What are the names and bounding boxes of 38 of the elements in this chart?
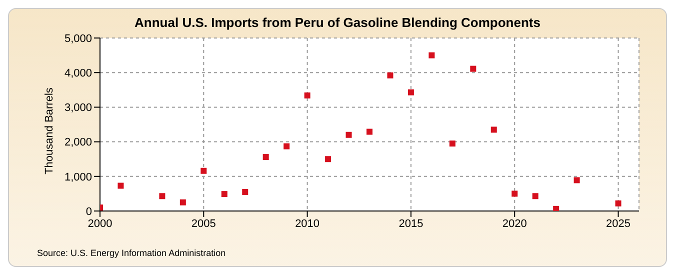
y-tick-label: 1,000 — [64, 171, 92, 184]
point — [262, 154, 269, 160]
y-tick-label: 2,000 — [64, 136, 92, 149]
point — [449, 140, 456, 147]
point — [553, 206, 560, 211]
point — [512, 190, 518, 197]
source-note: Source: U.S. Energy Information Administration — [37, 248, 226, 258]
point — [159, 193, 166, 200]
point — [615, 200, 622, 206]
x-tick-label: 2025 — [606, 218, 631, 230]
point — [387, 72, 394, 78]
point — [428, 52, 435, 58]
point — [408, 89, 414, 96]
chart-title: Annual U.S. Imports from Peru of Gasoline Blending Components — [134, 15, 542, 30]
x-tick-label: 2000 — [88, 218, 112, 230]
x-tick-label: 2005 — [191, 218, 216, 230]
point — [490, 126, 497, 133]
point — [470, 66, 476, 72]
y-tick-label: 0 — [86, 206, 92, 218]
point — [532, 193, 538, 200]
point — [118, 182, 124, 189]
x-tick-label: 2015 — [398, 218, 424, 230]
y-tick-label: 4,000 — [64, 68, 92, 80]
point — [242, 188, 248, 195]
point — [346, 132, 352, 138]
point — [200, 168, 207, 174]
point — [574, 177, 580, 184]
point — [221, 191, 228, 198]
x-tick-label: 2010 — [295, 218, 320, 230]
point — [284, 143, 290, 150]
point — [366, 128, 372, 135]
point — [325, 156, 332, 162]
y-axis-title: Thousand Barrels — [43, 88, 56, 174]
y-tick-label: 5,000 — [64, 32, 92, 45]
y-tick-label: 3,000 — [64, 102, 92, 114]
point — [180, 199, 186, 206]
x-tick-label: 2020 — [502, 218, 527, 230]
point — [304, 92, 310, 98]
